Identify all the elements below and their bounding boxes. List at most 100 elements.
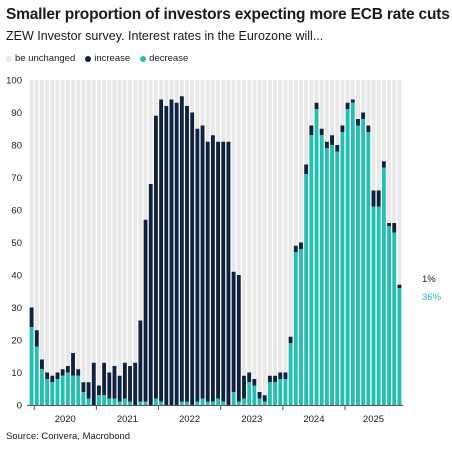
bar-unchanged	[34, 80, 39, 331]
bar-decrease	[71, 375, 75, 405]
bar-increase	[205, 141, 210, 402]
bar-increase	[190, 112, 195, 405]
chart-source: Source: Convera, Macrobond	[6, 431, 131, 442]
bar-increase	[60, 369, 65, 376]
bar-increase	[34, 330, 39, 347]
bar-unchanged	[133, 80, 138, 363]
bar-decrease	[293, 252, 298, 405]
bar-unchanged	[159, 80, 164, 100]
bar-unchanged	[174, 80, 179, 103]
bar-unchanged	[319, 80, 324, 129]
bar-unchanged	[216, 80, 221, 142]
bar-increase	[40, 359, 44, 370]
bar-unchanged	[185, 80, 189, 106]
bar-unchanged	[247, 80, 252, 373]
y-tick-label: 30	[11, 303, 22, 314]
bar-increase	[112, 366, 117, 399]
bar-increase	[226, 141, 231, 405]
bar-increase	[91, 362, 96, 405]
bar-increase	[252, 379, 257, 386]
bar-increase	[122, 362, 127, 399]
bar-increase	[376, 190, 381, 207]
bar-decrease	[314, 109, 319, 405]
bar-unchanged	[65, 80, 70, 366]
bar-unchanged	[376, 80, 381, 191]
legend-swatch-decrease	[140, 55, 147, 62]
bar-unchanged	[122, 80, 127, 363]
bar-unchanged	[242, 80, 246, 376]
bar-decrease	[242, 398, 246, 405]
bar-increase	[65, 366, 70, 373]
bar-unchanged	[164, 80, 169, 106]
bar-unchanged	[278, 80, 283, 373]
bar-decrease	[117, 401, 122, 405]
bar-unchanged	[50, 80, 55, 376]
bar-decrease	[356, 125, 360, 405]
x-tick-label: 2020	[55, 414, 76, 425]
bar-increase	[96, 385, 101, 396]
bar-increase	[143, 219, 148, 402]
bar-increase	[195, 128, 200, 402]
y-tick-label: 70	[11, 173, 22, 184]
bar-increase	[76, 369, 81, 376]
bar-decrease	[366, 132, 371, 405]
bar-unchanged	[236, 80, 241, 275]
bar-decrease	[252, 385, 257, 405]
bar-increase	[210, 135, 215, 402]
bar-increase	[371, 190, 376, 207]
bar-unchanged	[86, 80, 91, 383]
bar-unchanged	[29, 80, 34, 308]
bar-unchanged	[117, 80, 122, 376]
bar-decrease	[236, 401, 241, 405]
bar-decrease	[102, 395, 107, 405]
bar-increase	[148, 184, 153, 405]
bar-unchanged	[288, 80, 293, 337]
bar-increase	[55, 372, 60, 379]
bar-unchanged	[314, 80, 319, 103]
bar-unchanged	[381, 80, 386, 162]
bar-increase	[153, 115, 158, 399]
bar-increase	[179, 96, 184, 402]
bar-decrease	[330, 145, 335, 405]
bar-decrease	[185, 401, 189, 405]
y-tick-label: 10	[11, 368, 22, 379]
bar-increase	[387, 223, 391, 227]
bar-decrease	[60, 375, 65, 405]
bar-unchanged	[71, 80, 75, 353]
bar-unchanged	[107, 80, 112, 373]
bar-unchanged	[45, 80, 50, 373]
y-tick-label: 80	[11, 141, 22, 152]
bar-unchanged	[283, 80, 288, 373]
bar-increase	[288, 336, 293, 344]
bar-decrease	[392, 232, 397, 405]
bar-unchanged	[366, 80, 371, 126]
bar-unchanged	[252, 80, 257, 379]
bar-decrease	[324, 148, 329, 405]
bar-increase	[128, 366, 132, 402]
bar-unchanged	[257, 80, 262, 392]
bar-increase	[71, 353, 75, 376]
bar-decrease	[179, 401, 184, 405]
bar-increase	[335, 145, 340, 152]
bar-increase	[107, 372, 112, 399]
bar-increase	[304, 164, 309, 175]
bar-unchanged	[112, 80, 117, 366]
bar-increase	[356, 119, 360, 126]
bar-increase	[350, 99, 355, 103]
bar-unchanged	[102, 80, 107, 363]
bar-increase	[138, 320, 143, 402]
bar-decrease	[381, 167, 386, 405]
bar-unchanged	[40, 80, 44, 360]
bar-decrease	[112, 398, 117, 405]
bar-unchanged	[262, 80, 267, 396]
bar-unchanged	[304, 80, 309, 165]
bar-increase	[45, 372, 50, 379]
bar-decrease	[122, 398, 127, 405]
bar-unchanged	[356, 80, 360, 119]
bar-unchanged	[309, 80, 314, 126]
bar-decrease	[81, 392, 86, 405]
bar-increase	[299, 242, 303, 249]
bar-decrease	[153, 398, 158, 405]
bar-increase	[324, 141, 329, 149]
